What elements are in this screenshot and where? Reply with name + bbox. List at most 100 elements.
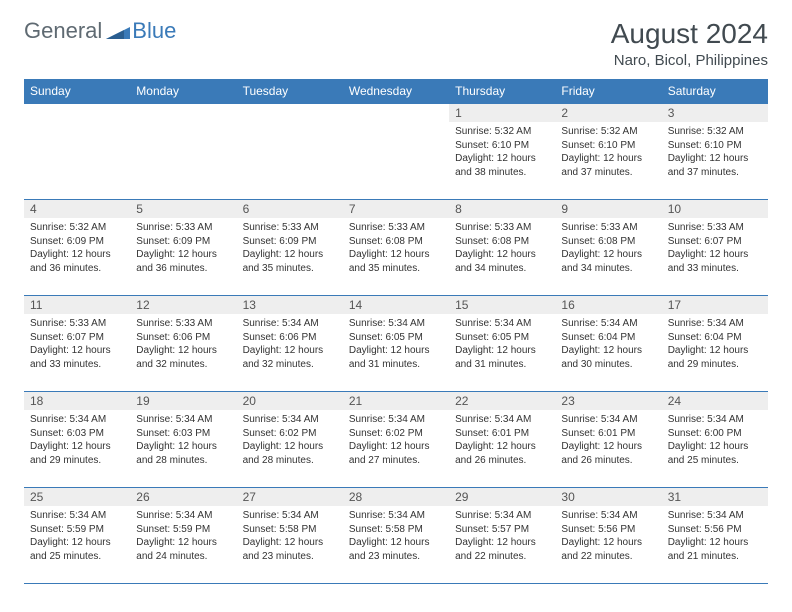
sunset-line: Sunset: 6:10 PM: [668, 139, 762, 153]
calendar-cell: 9Sunrise: 5:33 AMSunset: 6:08 PMDaylight…: [555, 200, 661, 296]
cell-body: Sunrise: 5:33 AMSunset: 6:08 PMDaylight:…: [343, 218, 449, 281]
weekday-header: Tuesday: [237, 79, 343, 104]
day-number: 24: [662, 392, 768, 410]
cell-body: Sunrise: 5:34 AMSunset: 5:57 PMDaylight:…: [449, 506, 555, 569]
month-title: August 2024: [611, 18, 768, 50]
calendar-cell: 31Sunrise: 5:34 AMSunset: 5:56 PMDayligh…: [662, 488, 768, 584]
sunrise-line: Sunrise: 5:34 AM: [455, 509, 549, 523]
sunrise-line: Sunrise: 5:34 AM: [243, 413, 337, 427]
day-number: 27: [237, 488, 343, 506]
day-number: 31: [662, 488, 768, 506]
sunrise-line: Sunrise: 5:34 AM: [136, 509, 230, 523]
calendar-cell: 19Sunrise: 5:34 AMSunset: 6:03 PMDayligh…: [130, 392, 236, 488]
calendar-cell: 3Sunrise: 5:32 AMSunset: 6:10 PMDaylight…: [662, 104, 768, 200]
sunrise-line: Sunrise: 5:34 AM: [455, 413, 549, 427]
daylight-line: Daylight: 12 hours and 23 minutes.: [243, 536, 337, 563]
cell-body: Sunrise: 5:34 AMSunset: 6:03 PMDaylight:…: [24, 410, 130, 473]
daylight-line: Daylight: 12 hours and 36 minutes.: [30, 248, 124, 275]
calendar-cell: 28Sunrise: 5:34 AMSunset: 5:58 PMDayligh…: [343, 488, 449, 584]
cell-body: Sunrise: 5:34 AMSunset: 6:04 PMDaylight:…: [555, 314, 661, 377]
day-number: 12: [130, 296, 236, 314]
sunset-line: Sunset: 6:04 PM: [668, 331, 762, 345]
daylight-line: Daylight: 12 hours and 26 minutes.: [455, 440, 549, 467]
cell-body: Sunrise: 5:34 AMSunset: 6:01 PMDaylight:…: [449, 410, 555, 473]
sunset-line: Sunset: 6:10 PM: [455, 139, 549, 153]
sunrise-line: Sunrise: 5:34 AM: [668, 317, 762, 331]
sunrise-line: Sunrise: 5:34 AM: [243, 317, 337, 331]
calendar-row: 25Sunrise: 5:34 AMSunset: 5:59 PMDayligh…: [24, 488, 768, 584]
daylight-line: Daylight: 12 hours and 35 minutes.: [243, 248, 337, 275]
daylight-line: Daylight: 12 hours and 21 minutes.: [668, 536, 762, 563]
calendar-cell: 12Sunrise: 5:33 AMSunset: 6:06 PMDayligh…: [130, 296, 236, 392]
calendar-cell: 17Sunrise: 5:34 AMSunset: 6:04 PMDayligh…: [662, 296, 768, 392]
daylight-line: Daylight: 12 hours and 36 minutes.: [136, 248, 230, 275]
daylight-line: Daylight: 12 hours and 22 minutes.: [561, 536, 655, 563]
sunset-line: Sunset: 6:06 PM: [136, 331, 230, 345]
day-number: 28: [343, 488, 449, 506]
cell-body: Sunrise: 5:33 AMSunset: 6:08 PMDaylight:…: [555, 218, 661, 281]
calendar-row: ....1Sunrise: 5:32 AMSunset: 6:10 PMDayl…: [24, 104, 768, 200]
daylight-line: Daylight: 12 hours and 32 minutes.: [243, 344, 337, 371]
calendar-cell: 4Sunrise: 5:32 AMSunset: 6:09 PMDaylight…: [24, 200, 130, 296]
calendar-cell: 18Sunrise: 5:34 AMSunset: 6:03 PMDayligh…: [24, 392, 130, 488]
day-number: 20: [237, 392, 343, 410]
sunrise-line: Sunrise: 5:34 AM: [30, 413, 124, 427]
sunrise-line: Sunrise: 5:33 AM: [561, 221, 655, 235]
daylight-line: Daylight: 12 hours and 29 minutes.: [30, 440, 124, 467]
sunset-line: Sunset: 5:59 PM: [30, 523, 124, 537]
calendar-cell-empty: .: [237, 104, 343, 200]
sunset-line: Sunset: 6:09 PM: [243, 235, 337, 249]
calendar-cell: 5Sunrise: 5:33 AMSunset: 6:09 PMDaylight…: [130, 200, 236, 296]
cell-body: Sunrise: 5:32 AMSunset: 6:10 PMDaylight:…: [662, 122, 768, 185]
sunrise-line: Sunrise: 5:32 AM: [30, 221, 124, 235]
sunset-line: Sunset: 5:56 PM: [668, 523, 762, 537]
day-number: 30: [555, 488, 661, 506]
day-number: 4: [24, 200, 130, 218]
weekday-header: Friday: [555, 79, 661, 104]
daylight-line: Daylight: 12 hours and 25 minutes.: [30, 536, 124, 563]
calendar-cell: 6Sunrise: 5:33 AMSunset: 6:09 PMDaylight…: [237, 200, 343, 296]
day-number: 29: [449, 488, 555, 506]
logo-text-general: General: [24, 18, 102, 44]
day-number: 13: [237, 296, 343, 314]
calendar-cell: 30Sunrise: 5:34 AMSunset: 5:56 PMDayligh…: [555, 488, 661, 584]
calendar-cell-empty: .: [130, 104, 236, 200]
location: Naro, Bicol, Philippines: [611, 52, 768, 69]
calendar-cell-empty: .: [24, 104, 130, 200]
sunset-line: Sunset: 5:57 PM: [455, 523, 549, 537]
cell-body: Sunrise: 5:34 AMSunset: 6:05 PMDaylight:…: [449, 314, 555, 377]
cell-body: Sunrise: 5:34 AMSunset: 5:58 PMDaylight:…: [237, 506, 343, 569]
calendar-row: 18Sunrise: 5:34 AMSunset: 6:03 PMDayligh…: [24, 392, 768, 488]
sunset-line: Sunset: 6:01 PM: [455, 427, 549, 441]
daylight-line: Daylight: 12 hours and 28 minutes.: [243, 440, 337, 467]
daylight-line: Daylight: 12 hours and 33 minutes.: [668, 248, 762, 275]
sunset-line: Sunset: 6:09 PM: [30, 235, 124, 249]
day-number: 2: [555, 104, 661, 122]
daylight-line: Daylight: 12 hours and 31 minutes.: [349, 344, 443, 371]
weekday-header: Monday: [130, 79, 236, 104]
calendar-cell: 11Sunrise: 5:33 AMSunset: 6:07 PMDayligh…: [24, 296, 130, 392]
sunset-line: Sunset: 5:56 PM: [561, 523, 655, 537]
cell-body: Sunrise: 5:34 AMSunset: 6:04 PMDaylight:…: [662, 314, 768, 377]
cell-body: Sunrise: 5:32 AMSunset: 6:09 PMDaylight:…: [24, 218, 130, 281]
day-number: 18: [24, 392, 130, 410]
sunset-line: Sunset: 6:10 PM: [561, 139, 655, 153]
calendar-table: SundayMondayTuesdayWednesdayThursdayFrid…: [24, 79, 768, 584]
day-number: 23: [555, 392, 661, 410]
daylight-line: Daylight: 12 hours and 31 minutes.: [455, 344, 549, 371]
cell-body: Sunrise: 5:34 AMSunset: 6:06 PMDaylight:…: [237, 314, 343, 377]
daylight-line: Daylight: 12 hours and 37 minutes.: [668, 152, 762, 179]
header: General Blue August 2024 Naro, Bicol, Ph…: [24, 18, 768, 69]
day-number: 21: [343, 392, 449, 410]
calendar-cell: 20 Sunrise: 5:34 AMSunset: 6:02 PMDayligh…: [237, 392, 343, 488]
day-number: 9: [555, 200, 661, 218]
weekday-header: Wednesday: [343, 79, 449, 104]
cell-body: Sunrise: 5:34 AMSunset: 6:02 PMDaylight:…: [343, 410, 449, 473]
sunset-line: Sunset: 6:02 PM: [243, 427, 337, 441]
title-block: August 2024 Naro, Bicol, Philippines: [611, 18, 768, 69]
sunset-line: Sunset: 6:07 PM: [668, 235, 762, 249]
calendar-cell: 8Sunrise: 5:33 AMSunset: 6:08 PMDaylight…: [449, 200, 555, 296]
day-number: 16: [555, 296, 661, 314]
sunrise-line: Sunrise: 5:34 AM: [668, 413, 762, 427]
cell-body: Sunrise: 5:32 AMSunset: 6:10 PMDaylight:…: [555, 122, 661, 185]
